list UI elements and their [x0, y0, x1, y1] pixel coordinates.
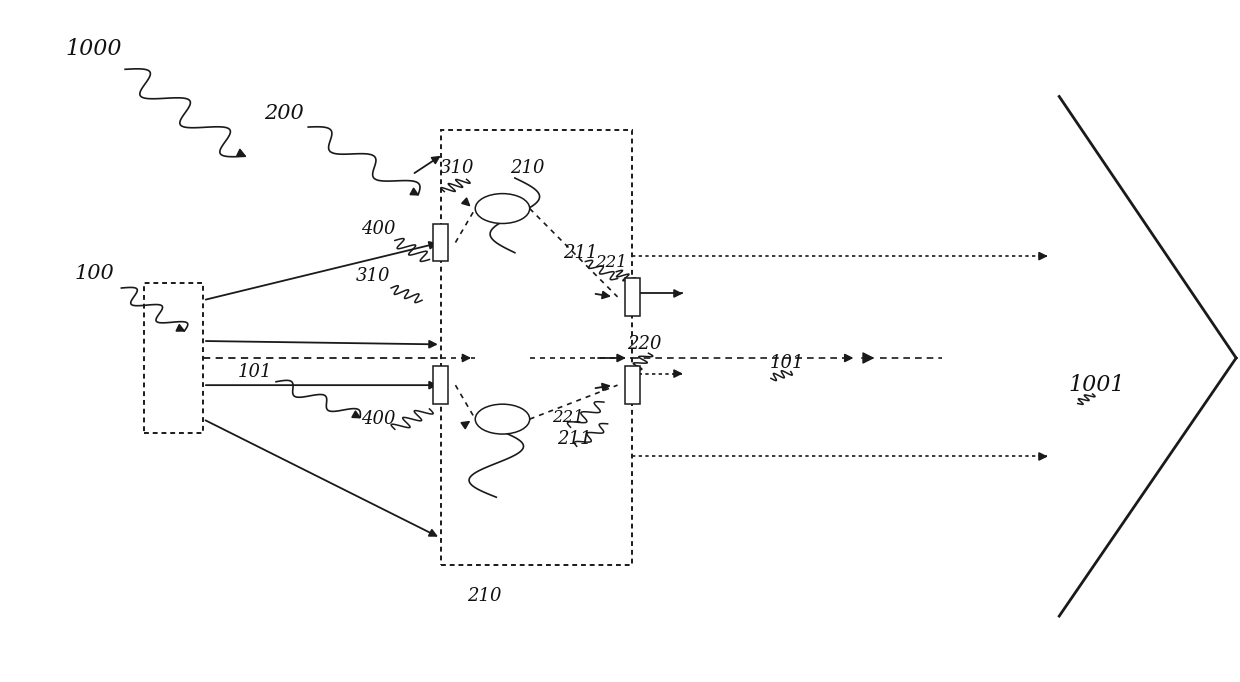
Text: 310: 310 [439, 159, 474, 177]
Text: 310: 310 [356, 267, 389, 286]
Text: 1000: 1000 [66, 38, 123, 60]
Text: 221: 221 [595, 254, 627, 271]
Text: 210: 210 [466, 587, 501, 605]
Circle shape [475, 194, 529, 224]
Bar [440, 130, 632, 565]
Text: 1001: 1001 [1068, 374, 1125, 396]
Circle shape [475, 404, 529, 434]
Bar [433, 224, 448, 261]
Text: 101: 101 [238, 363, 273, 381]
Text: 211: 211 [563, 243, 598, 262]
Text: 101: 101 [770, 354, 805, 372]
Text: 400: 400 [362, 220, 396, 238]
Text: 100: 100 [74, 263, 114, 282]
Text: 400: 400 [362, 410, 396, 428]
Text: 200: 200 [264, 104, 304, 123]
Bar [433, 366, 448, 404]
Text: 220: 220 [627, 336, 662, 353]
Text: 211: 211 [557, 430, 591, 449]
Bar [625, 366, 640, 404]
Bar [144, 283, 203, 432]
Bar [625, 278, 640, 316]
Text: 210: 210 [510, 159, 544, 177]
Text: 221: 221 [552, 409, 584, 426]
